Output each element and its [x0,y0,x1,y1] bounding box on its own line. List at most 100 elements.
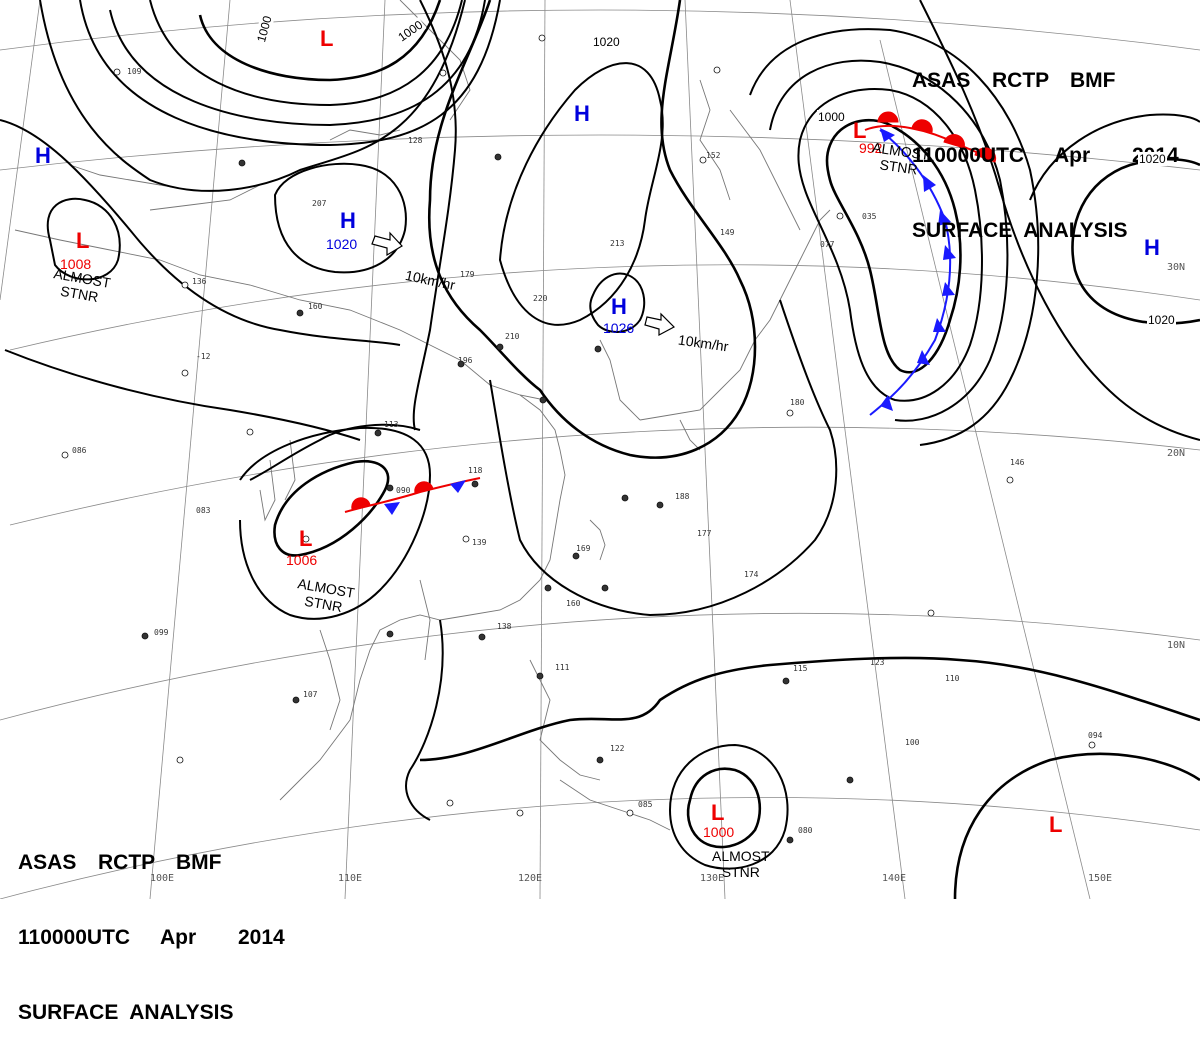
warm-front-bulge [974,147,997,163]
latitude-label: 20N [1167,448,1186,459]
station-value: 077 [820,240,835,249]
station-value: -12 [196,352,211,361]
isobar [273,459,390,557]
warm-front-bulge [943,134,965,149]
header-agency: ASAS [18,851,77,874]
isobar [249,423,421,481]
isobar [109,0,486,127]
station-value: 196 [458,356,473,365]
chart-header-top: ASAS RCTP BMF 110000UTC Apr 2014 SURFACE… [912,18,1179,268]
station-value: 080 [798,826,813,835]
station-value: 113 [384,420,399,429]
station-value: 180 [790,398,805,407]
header-year: 2014 [238,926,285,949]
station-value: 083 [196,506,211,515]
cold-front-barb [880,395,893,411]
low-pressure-symbol: L [853,118,867,143]
isobar [239,426,432,620]
station-value: 188 [675,492,690,501]
station-value: 177 [697,529,712,538]
station-value: 099 [154,628,169,637]
station-value: 160 [308,302,323,311]
station-value: 174 [744,570,759,579]
cold-front-barb [450,480,466,493]
low-pressure-symbol: L [1049,812,1063,837]
cold-front-line [869,129,952,416]
cold-front-barb [923,175,936,192]
isobar [198,0,442,82]
station-value: 115 [793,664,808,673]
warm-front-bulge [911,119,933,133]
header-product: SURFACE ANALYSIS [18,1001,234,1024]
station-value: 138 [497,622,512,631]
isobar [953,752,1200,899]
station-value: 086 [72,446,87,455]
isobar [1029,113,1200,201]
isobar [419,656,1200,762]
isobar [79,0,501,147]
station-value: 094 [1088,731,1103,740]
almost-stationary-label: ALMOST STNR [712,848,770,880]
station-value: 210 [505,332,520,341]
isobar [589,272,646,333]
station-value: 136 [192,277,207,286]
high-pressure-symbol: H [611,294,627,319]
header-product: SURFACE ANALYSIS [912,219,1128,242]
front-china [344,477,481,515]
isobar-label: 1020 [1147,313,1176,327]
cold-front-barb [938,210,951,226]
isobar-label: 1000 [817,110,846,124]
header-time: 110000UTC [18,926,131,949]
header-station: RCTP [98,851,156,874]
isobar [919,0,1200,441]
isobar [749,28,1040,446]
low-pressure-value: 1000 [703,824,735,840]
header-unit: BMF [176,851,222,874]
cold-front-barb [384,502,400,515]
station-value: 169 [576,544,591,553]
high-pressure-value: 1020 [326,236,358,252]
cold-front-barb [933,318,946,332]
isobar [668,743,789,870]
low-pressure-symbol: L [320,26,334,51]
station-value: 090 [396,486,411,495]
station-value: 118 [468,466,483,475]
station-value: 122 [610,744,625,753]
station-value: 149 [720,228,735,237]
motion-arrows [371,231,675,336]
isobar [149,0,463,107]
header-month: Apr [160,926,197,949]
high-pressure-symbol: H [1144,235,1160,260]
isobar [273,162,407,274]
arrow-outline [371,231,403,257]
station-value: 109 [127,67,142,76]
isobars [0,0,1200,899]
longitude-label: 130E [700,873,725,884]
isobar [498,62,664,326]
latitude-label: 10N [1167,640,1186,651]
low-pressure-symbol: L [711,800,725,825]
station-value: 111 [555,663,570,672]
isobar [427,0,757,459]
station-value: 107 [303,690,318,699]
station-value: 110 [945,674,960,683]
station-value: 146 [1010,458,1025,467]
station-markers [61,34,1096,844]
warm-front-bulge [351,497,371,510]
low-pressure-value: 1006 [286,552,318,568]
low-pressure-value: 1008 [60,256,92,272]
header-month: Apr [1054,144,1091,167]
longitude-label: 110E [338,873,363,884]
station-value: 152 [706,151,721,160]
header-agency: ASAS [912,69,971,92]
isobar [4,349,361,441]
isobar [686,767,762,849]
cold-front-barb [917,350,930,365]
station-value: 128 [408,136,423,145]
longitude-label: 120E [518,873,543,884]
arrow-outline [644,312,675,336]
latitude-label: 30N [1167,262,1186,273]
low-pressure-value: 992 [859,140,883,156]
graticule [0,0,1200,899]
high-pressure-symbol: H [35,143,51,168]
